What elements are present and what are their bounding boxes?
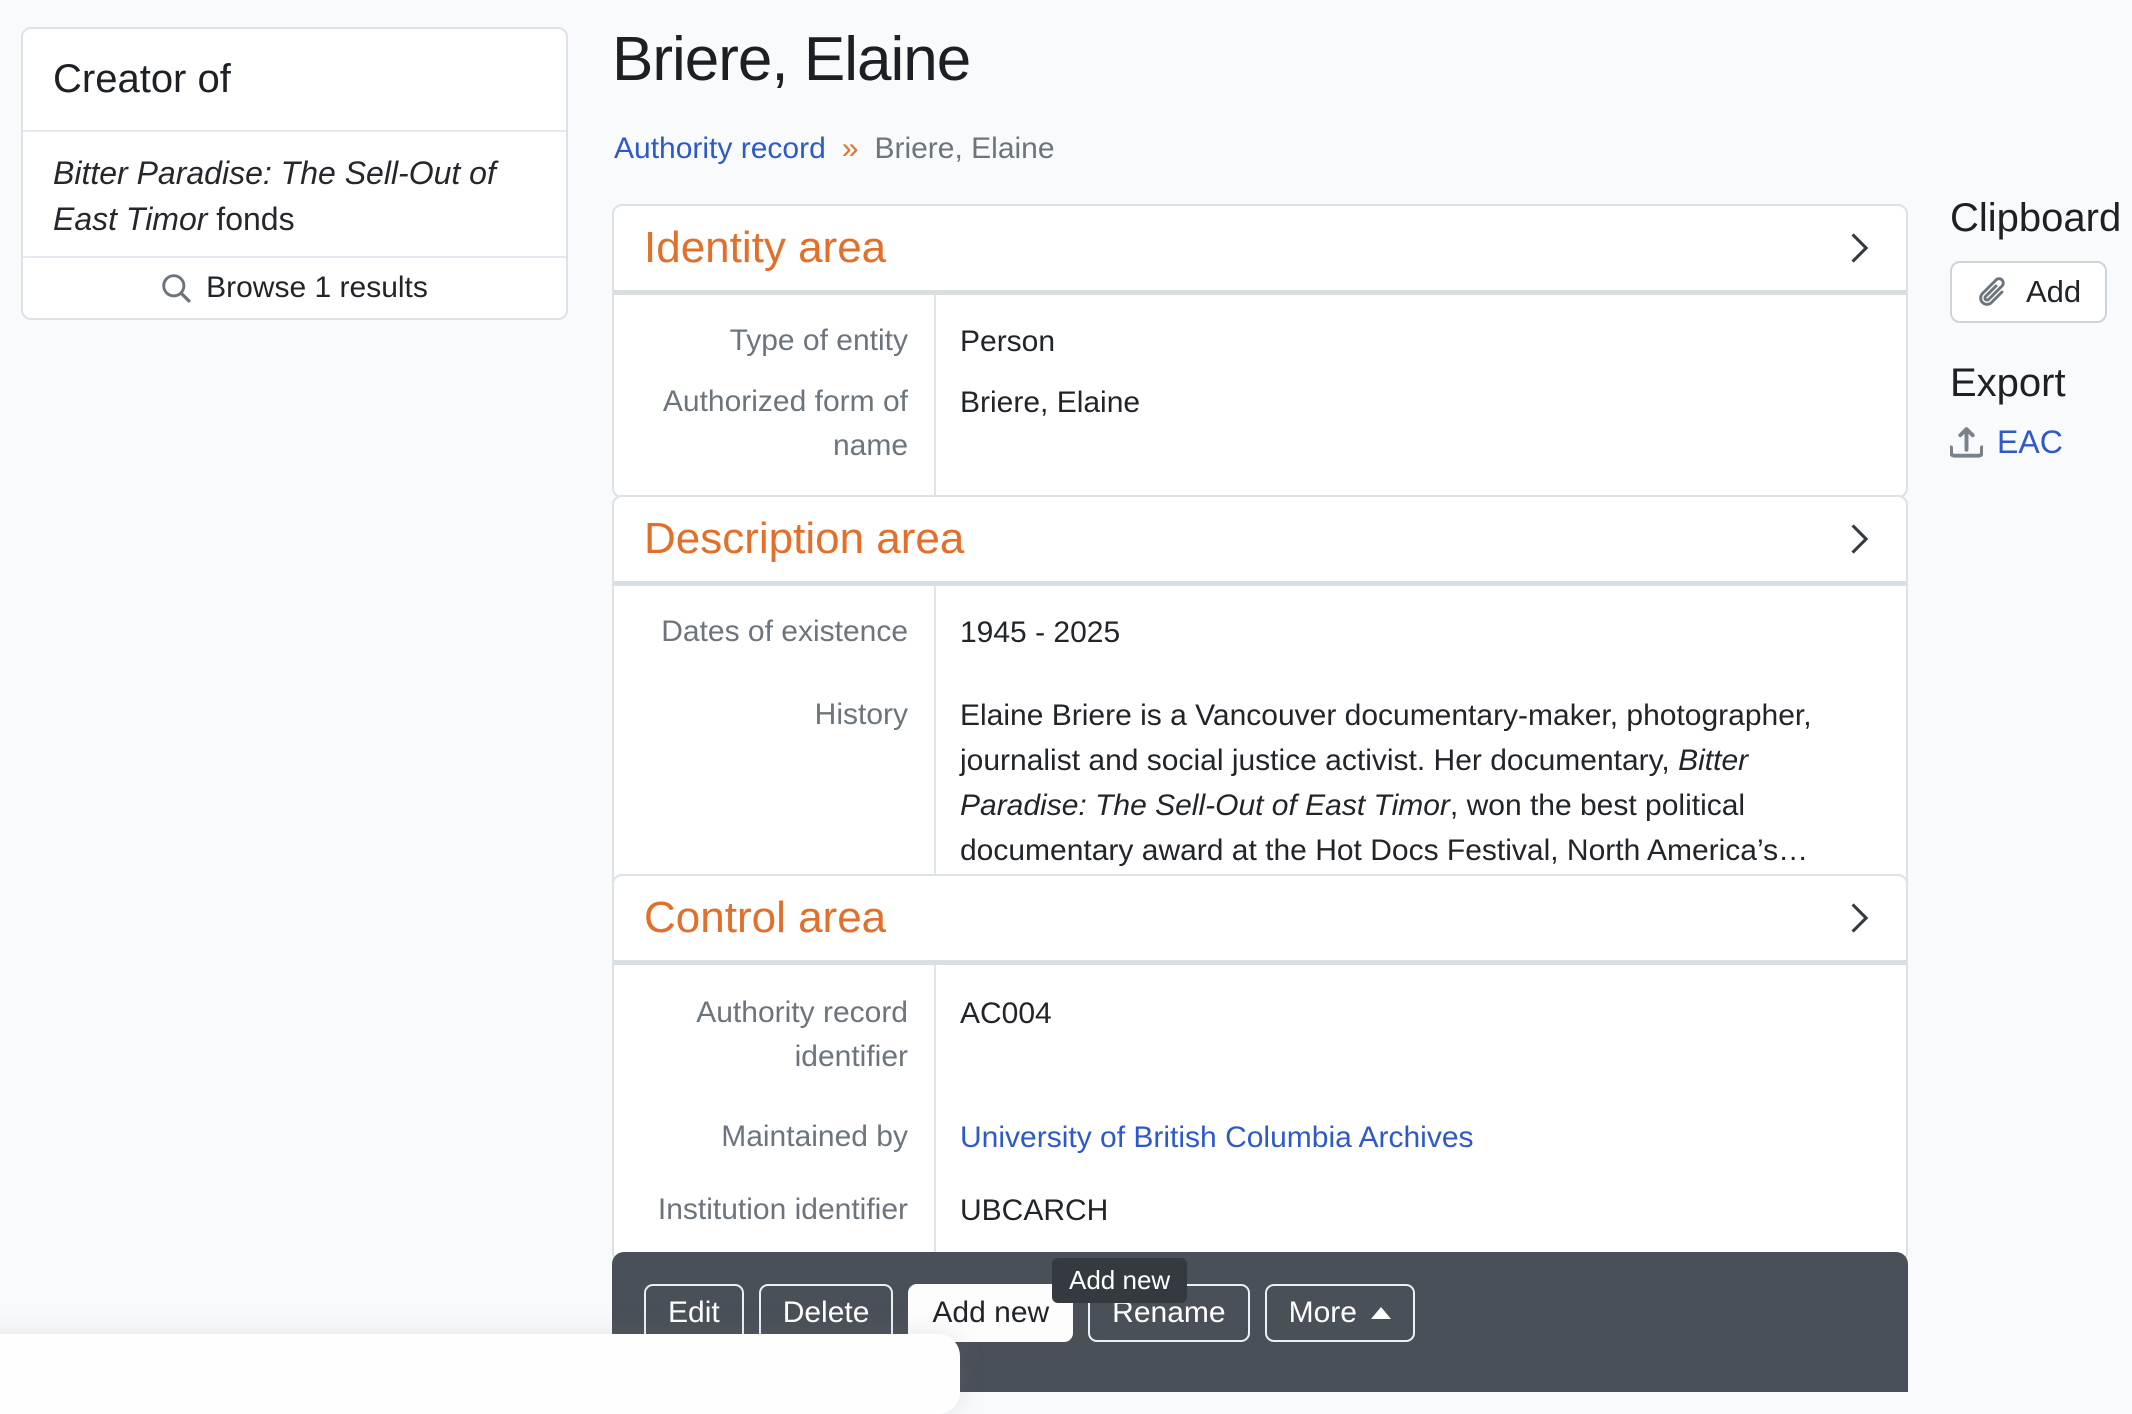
field-label: Institution identifier [614, 1162, 936, 1261]
chevron-right-icon[interactable] [1840, 520, 1878, 558]
upload-icon [1950, 427, 1983, 458]
eac-export-link[interactable]: EAC [1997, 424, 2063, 460]
add-new-tooltip: Add new [1052, 1258, 1188, 1303]
field-row-authority-record-identifier: Authority record identifier AC004 [614, 965, 1906, 1091]
control-fields-table: Authority record identifier AC004 Mainta… [614, 960, 1906, 1261]
description-section-title: Description area [644, 514, 965, 563]
maintained-by-link[interactable]: University of British Columbia Archives [960, 1121, 1474, 1154]
breadcrumb: Authority record » Briere, Elaine [614, 132, 1055, 166]
field-row-dates-of-existence: Dates of existence 1945 - 2025 [614, 586, 1906, 669]
export-heading: Export [1950, 361, 2066, 405]
chevron-right-icon[interactable] [1840, 229, 1878, 267]
history-text: Elaine Briere is a Vancouver documentary… [936, 669, 1906, 940]
add-new-button[interactable]: Add new [908, 1284, 1074, 1342]
history-text-italic-title: Bitter Paradise: The Sell-Out of East Ti… [960, 744, 1749, 822]
field-label: History [614, 669, 936, 940]
identity-fields-table: Type of entity Person Authorized form of… [614, 290, 1906, 496]
creator-of-heading: Creator of [53, 57, 231, 101]
creator-of-item: Bitter Paradise: The Sell-Out of East Ti… [23, 130, 566, 256]
chevron-right-icon[interactable] [1840, 899, 1878, 937]
field-label: Maintained by [614, 1091, 936, 1162]
caret-up-icon [1370, 1307, 1391, 1319]
field-row-maintained-by: Maintained by University of British Colu… [614, 1091, 1906, 1162]
field-value: 1945 - 2025 [960, 616, 1121, 649]
browse-results-label: Browse 1 results [206, 271, 428, 304]
clipboard-heading: Clipboard [1950, 196, 2122, 240]
breadcrumb-link-authority-record[interactable]: Authority record [614, 132, 826, 165]
section-control: Control area Authority record identifier… [612, 874, 1908, 1263]
export-eac-row: EAC [1950, 424, 2126, 461]
field-row-history: History Elaine Briere is a Vancouver doc… [614, 669, 1906, 940]
identity-section-header[interactable]: Identity area [614, 206, 1906, 290]
fonds-suffix: fonds [207, 201, 295, 237]
clipboard-add-button[interactable]: Add [1950, 261, 2108, 323]
field-row-institution-identifier: Institution identifier UBCARCH [614, 1162, 1906, 1261]
control-section-title: Control area [644, 893, 887, 942]
field-value: University of British Columbia Archives [936, 1091, 1906, 1162]
browse-results-button[interactable]: Browse 1 results [23, 256, 566, 318]
more-button-label: More [1288, 1296, 1357, 1329]
description-fields-table: Dates of existence 1945 - 2025 History E… [614, 581, 1906, 940]
clipboard-export-panel: Clipboard Add Export EAC [1950, 196, 2126, 461]
field-value: Briere, Elaine [960, 386, 1141, 419]
field-label: Authorized form of name [614, 378, 936, 496]
field-label: Authority record identifier [614, 965, 936, 1091]
creator-of-panel: Creator of Bitter Paradise: The Sell-Out… [21, 27, 568, 320]
field-value: Person [960, 325, 1056, 358]
field-label: Dates of existence [614, 586, 936, 669]
field-value: AC004 [960, 997, 1052, 1030]
identity-section-title: Identity area [644, 223, 887, 272]
control-section-header[interactable]: Control area [614, 876, 1906, 960]
more-button[interactable]: More [1264, 1284, 1415, 1342]
field-value: UBCARCH [960, 1194, 1109, 1227]
bottom-card-edge [0, 1334, 960, 1414]
description-section-header[interactable]: Description area [614, 497, 1906, 581]
clipboard-add-label: Add [2026, 274, 2082, 309]
delete-button[interactable]: Delete [758, 1284, 894, 1342]
section-identity: Identity area Type of entity Person Auth… [612, 204, 1908, 498]
page-title: Briere, Elaine [612, 25, 971, 94]
field-row-authorized-form-of-name: Authorized form of name Briere, Elaine [614, 378, 1906, 496]
fonds-title: Bitter Paradise: The Sell-Out of East Ti… [53, 155, 496, 237]
breadcrumb-current: Briere, Elaine [874, 132, 1055, 165]
paperclip-icon [1979, 277, 2005, 306]
breadcrumb-separator: » [841, 132, 859, 165]
search-icon [162, 273, 191, 303]
field-label: Type of entity [614, 295, 936, 378]
field-row-type-of-entity: Type of entity Person [614, 295, 1906, 378]
history-text-pre: Elaine Briere is a Vancouver documentary… [960, 699, 1812, 777]
section-description: Description area Dates of existence 1945… [612, 495, 1908, 942]
history-text-post: , won the best political documentary awa… [960, 789, 1809, 867]
